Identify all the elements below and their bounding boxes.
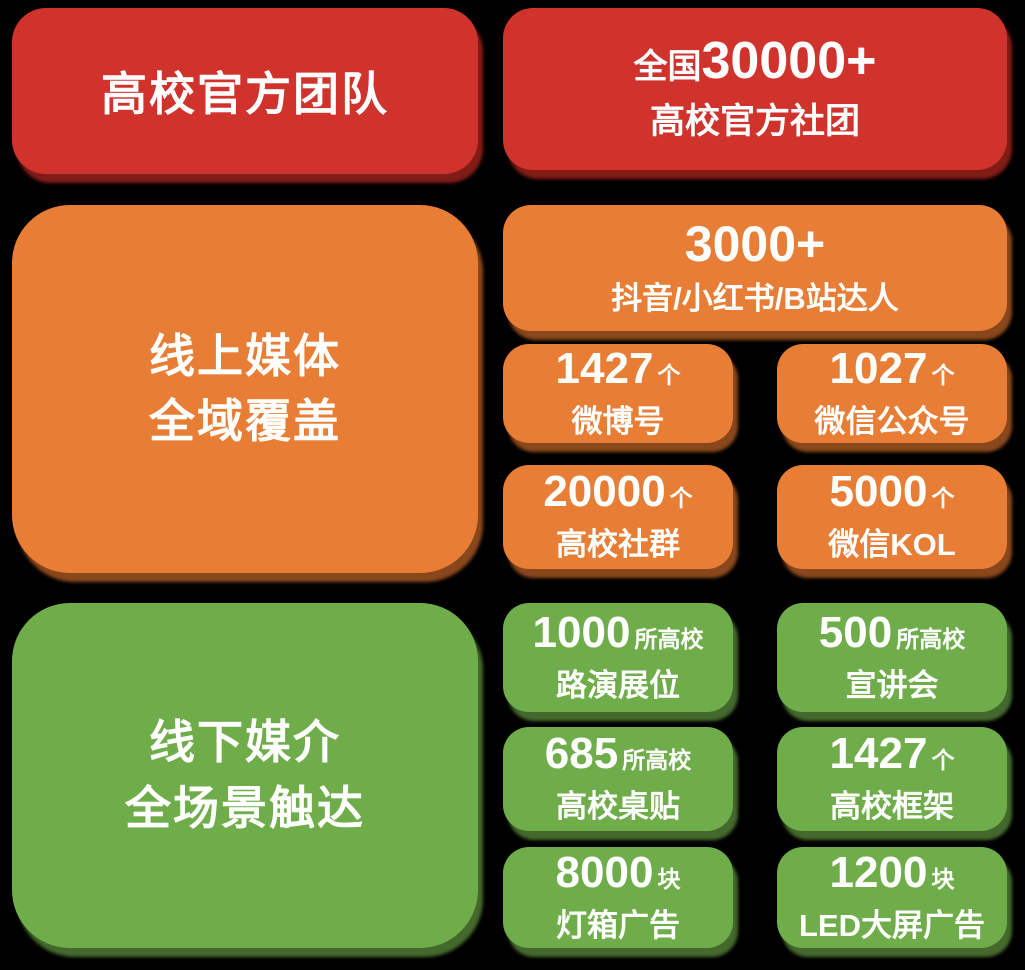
stat-number: 685 — [544, 729, 619, 778]
online-hero-number: 3000+ — [684, 216, 826, 273]
stat-number: 1200 — [829, 847, 928, 897]
stat-card-wechat-kol: 5000 个 微信KOL — [777, 465, 1007, 569]
online-title-line2: 全域覆盖 — [149, 395, 341, 447]
online-title: 线上媒体 全域覆盖 — [149, 324, 341, 455]
stat-label: 微博号 — [571, 403, 665, 439]
stat-unit: 块 — [931, 865, 955, 892]
stat-unit: 个 — [931, 485, 955, 511]
stat-card-weibo: 1427 个 微博号 — [503, 344, 733, 443]
stat-label: LED大屏广告 — [799, 907, 985, 943]
stat-label: 灯箱广告 — [556, 907, 680, 943]
stat-unit: 块 — [657, 865, 681, 892]
stat-number: 1427 — [829, 729, 928, 778]
stat-unit: 所高校 — [634, 625, 704, 652]
online-title-card: 线上媒体 全域覆盖 — [12, 205, 478, 573]
offline-title-card: 线下媒介 全场景触达 — [12, 603, 478, 948]
stat-number: 8000 — [555, 847, 654, 897]
team-title-card: 高校官方团队 — [12, 8, 478, 174]
team-stat-label: 高校官方社团 — [649, 101, 860, 141]
stat-card-lightbox-ads: 8000 块 灯箱广告 — [503, 847, 733, 948]
stat-label: 宣讲会 — [845, 667, 939, 703]
team-stat-prefix: 全国 — [633, 48, 702, 87]
stat-label: 高校桌贴 — [556, 789, 680, 824]
stat-number: 1027 — [829, 343, 928, 393]
stat-label: 高校框架 — [830, 789, 954, 824]
stat-card-campus-groups: 20000 个 高校社群 — [503, 465, 733, 569]
online-hero-label: 抖音/小红书/B站达人 — [611, 280, 899, 316]
stat-unit: 个 — [931, 747, 955, 773]
team-stat-number-line: 全国 30000+ — [634, 34, 877, 89]
stat-unit: 个 — [669, 485, 693, 511]
stat-card-wechat-official: 1027 个 微信公众号 — [777, 344, 1007, 443]
online-hero-card: 3000+ 抖音/小红书/B站达人 — [503, 205, 1007, 331]
stat-number: 1000 — [532, 607, 631, 657]
stat-number: 1427 — [555, 343, 654, 393]
stat-card-desk-stickers: 685 所高校 高校桌贴 — [503, 727, 733, 831]
offline-title-line1: 线下媒介 — [149, 716, 341, 769]
stat-label: 微信公众号 — [814, 403, 970, 439]
stat-label: 微信KOL — [828, 527, 956, 562]
stat-card-roadshow-booths: 1000 所高校 路演展位 — [503, 603, 733, 712]
online-title-line1: 线上媒体 — [149, 329, 341, 382]
stat-unit: 个 — [657, 361, 681, 388]
team-title: 高校官方团队 — [101, 68, 389, 120]
stat-unit: 所高校 — [896, 625, 966, 652]
stat-number: 5000 — [829, 467, 928, 516]
offline-title: 线下媒介 全场景触达 — [125, 710, 365, 841]
stat-label: 高校社群 — [556, 527, 680, 562]
stat-number: 20000 — [543, 467, 666, 516]
stat-card-presentations: 500 所高校 宣讲会 — [777, 603, 1007, 712]
stat-number: 500 — [818, 607, 893, 657]
stat-card-campus-frames: 1427 个 高校框架 — [777, 727, 1007, 831]
stat-unit: 所高校 — [622, 747, 692, 773]
team-stat-card: 全国 30000+ 高校官方社团 — [503, 8, 1007, 170]
offline-title-line2: 全场景触达 — [125, 781, 365, 834]
stat-unit: 个 — [931, 361, 955, 388]
team-stat-number: 30000+ — [701, 32, 877, 91]
stat-label: 路演展位 — [556, 667, 680, 703]
stat-card-led-screen-ads: 1200 块 LED大屏广告 — [777, 847, 1007, 948]
